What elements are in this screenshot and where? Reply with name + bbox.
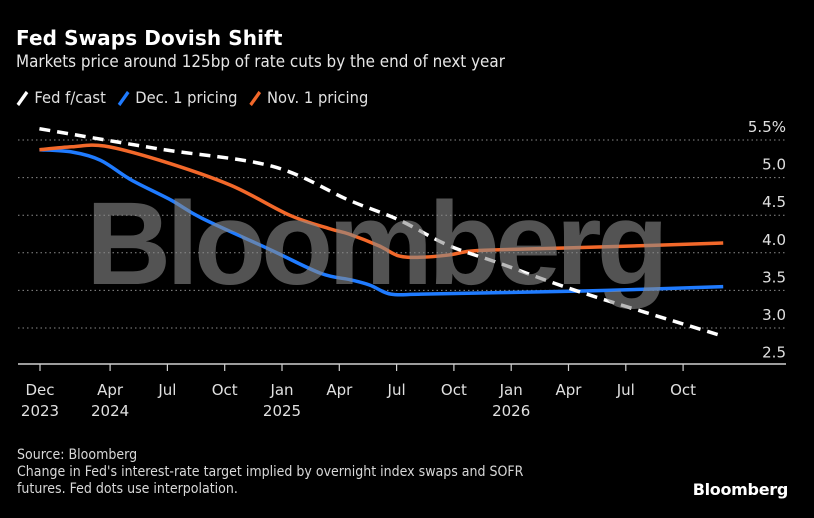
x-tick-year-label: 2024 (91, 402, 129, 420)
y-tick-label: 5.5% (748, 118, 786, 136)
x-axis: Dec 2023 Apr 2024 Jul Oct Jan 2025 Apr Jul Oct Jan 2… (18, 363, 786, 420)
method-note-line-2: futures. Fed dots use interpolation. (17, 481, 238, 497)
x-tick-label: Jul (387, 381, 406, 399)
y-tick-label: 3.5 (762, 268, 786, 286)
y-tick-label: 4.5 (762, 193, 786, 211)
y-tick-label: 4.0 (762, 231, 786, 249)
gridlines (18, 139, 786, 329)
line-chart: 5.5% 5.0 4.5 4.0 3.5 3.0 2.5 Bloomberg Dec 2023… (18, 118, 786, 420)
x-tick-label: Oct (212, 381, 238, 399)
y-tick-label: 2.5 (762, 344, 786, 362)
watermark: Bloomberg (86, 178, 664, 310)
x-tick-label: Jan (499, 381, 523, 399)
legend-swatch-fed-forecast (16, 90, 29, 106)
series-line-fed-f-cast (39, 126, 724, 338)
x-tick-year-label: 2026 (492, 402, 530, 420)
series-lines (39, 126, 724, 338)
x-tick-label: Dec (25, 381, 54, 399)
x-tick-label: Jan (269, 381, 293, 399)
legend-item-fed-forecast: Fed f/cast (16, 88, 106, 107)
x-tick-label: Jul (157, 381, 176, 399)
x-tick-label: Apr (326, 381, 353, 399)
series-line-nov-1-pricing (39, 143, 724, 260)
y-tick-label: 3.0 (762, 306, 786, 324)
x-tick-year-label: 2025 (263, 402, 301, 420)
footer-notes: Source: Bloomberg Change in Fed's intere… (17, 447, 523, 498)
method-note-line-1: Change in Fed's interest-rate target imp… (17, 464, 524, 480)
x-tick-label: Apr (556, 381, 583, 399)
legend-label: Nov. 1 pricing (266, 88, 369, 107)
legend: Fed f/cast Dec. 1 pricing Nov. 1 pricing (16, 88, 368, 107)
y-tick-label: 5.0 (762, 156, 786, 174)
legend-item-nov-pricing: Nov. 1 pricing (249, 88, 369, 107)
legend-swatch-dec-pricing (117, 90, 130, 106)
x-tick-label: Jul (616, 381, 635, 399)
bloomberg-logo: Bloomberg (692, 480, 789, 499)
chart-title: Fed Swaps Dovish Shift (16, 26, 283, 50)
x-tick-label: Oct (441, 381, 467, 399)
source-note: Source: Bloomberg (17, 447, 138, 463)
series-line-dec-1-pricing (39, 148, 724, 297)
chart-subtitle: Markets price around 125bp of rate cuts … (16, 52, 505, 71)
legend-item-dec-pricing: Dec. 1 pricing (117, 88, 238, 107)
x-tick-label: Apr (97, 381, 124, 399)
x-tick-year-label: 2023 (21, 402, 59, 420)
y-axis-labels: 5.5% 5.0 4.5 4.0 3.5 3.0 2.5 (748, 118, 786, 362)
legend-label: Dec. 1 pricing (135, 88, 238, 107)
x-tick-label: Oct (670, 381, 696, 399)
legend-swatch-nov-pricing (249, 90, 261, 106)
legend-label: Fed f/cast (34, 88, 106, 107)
